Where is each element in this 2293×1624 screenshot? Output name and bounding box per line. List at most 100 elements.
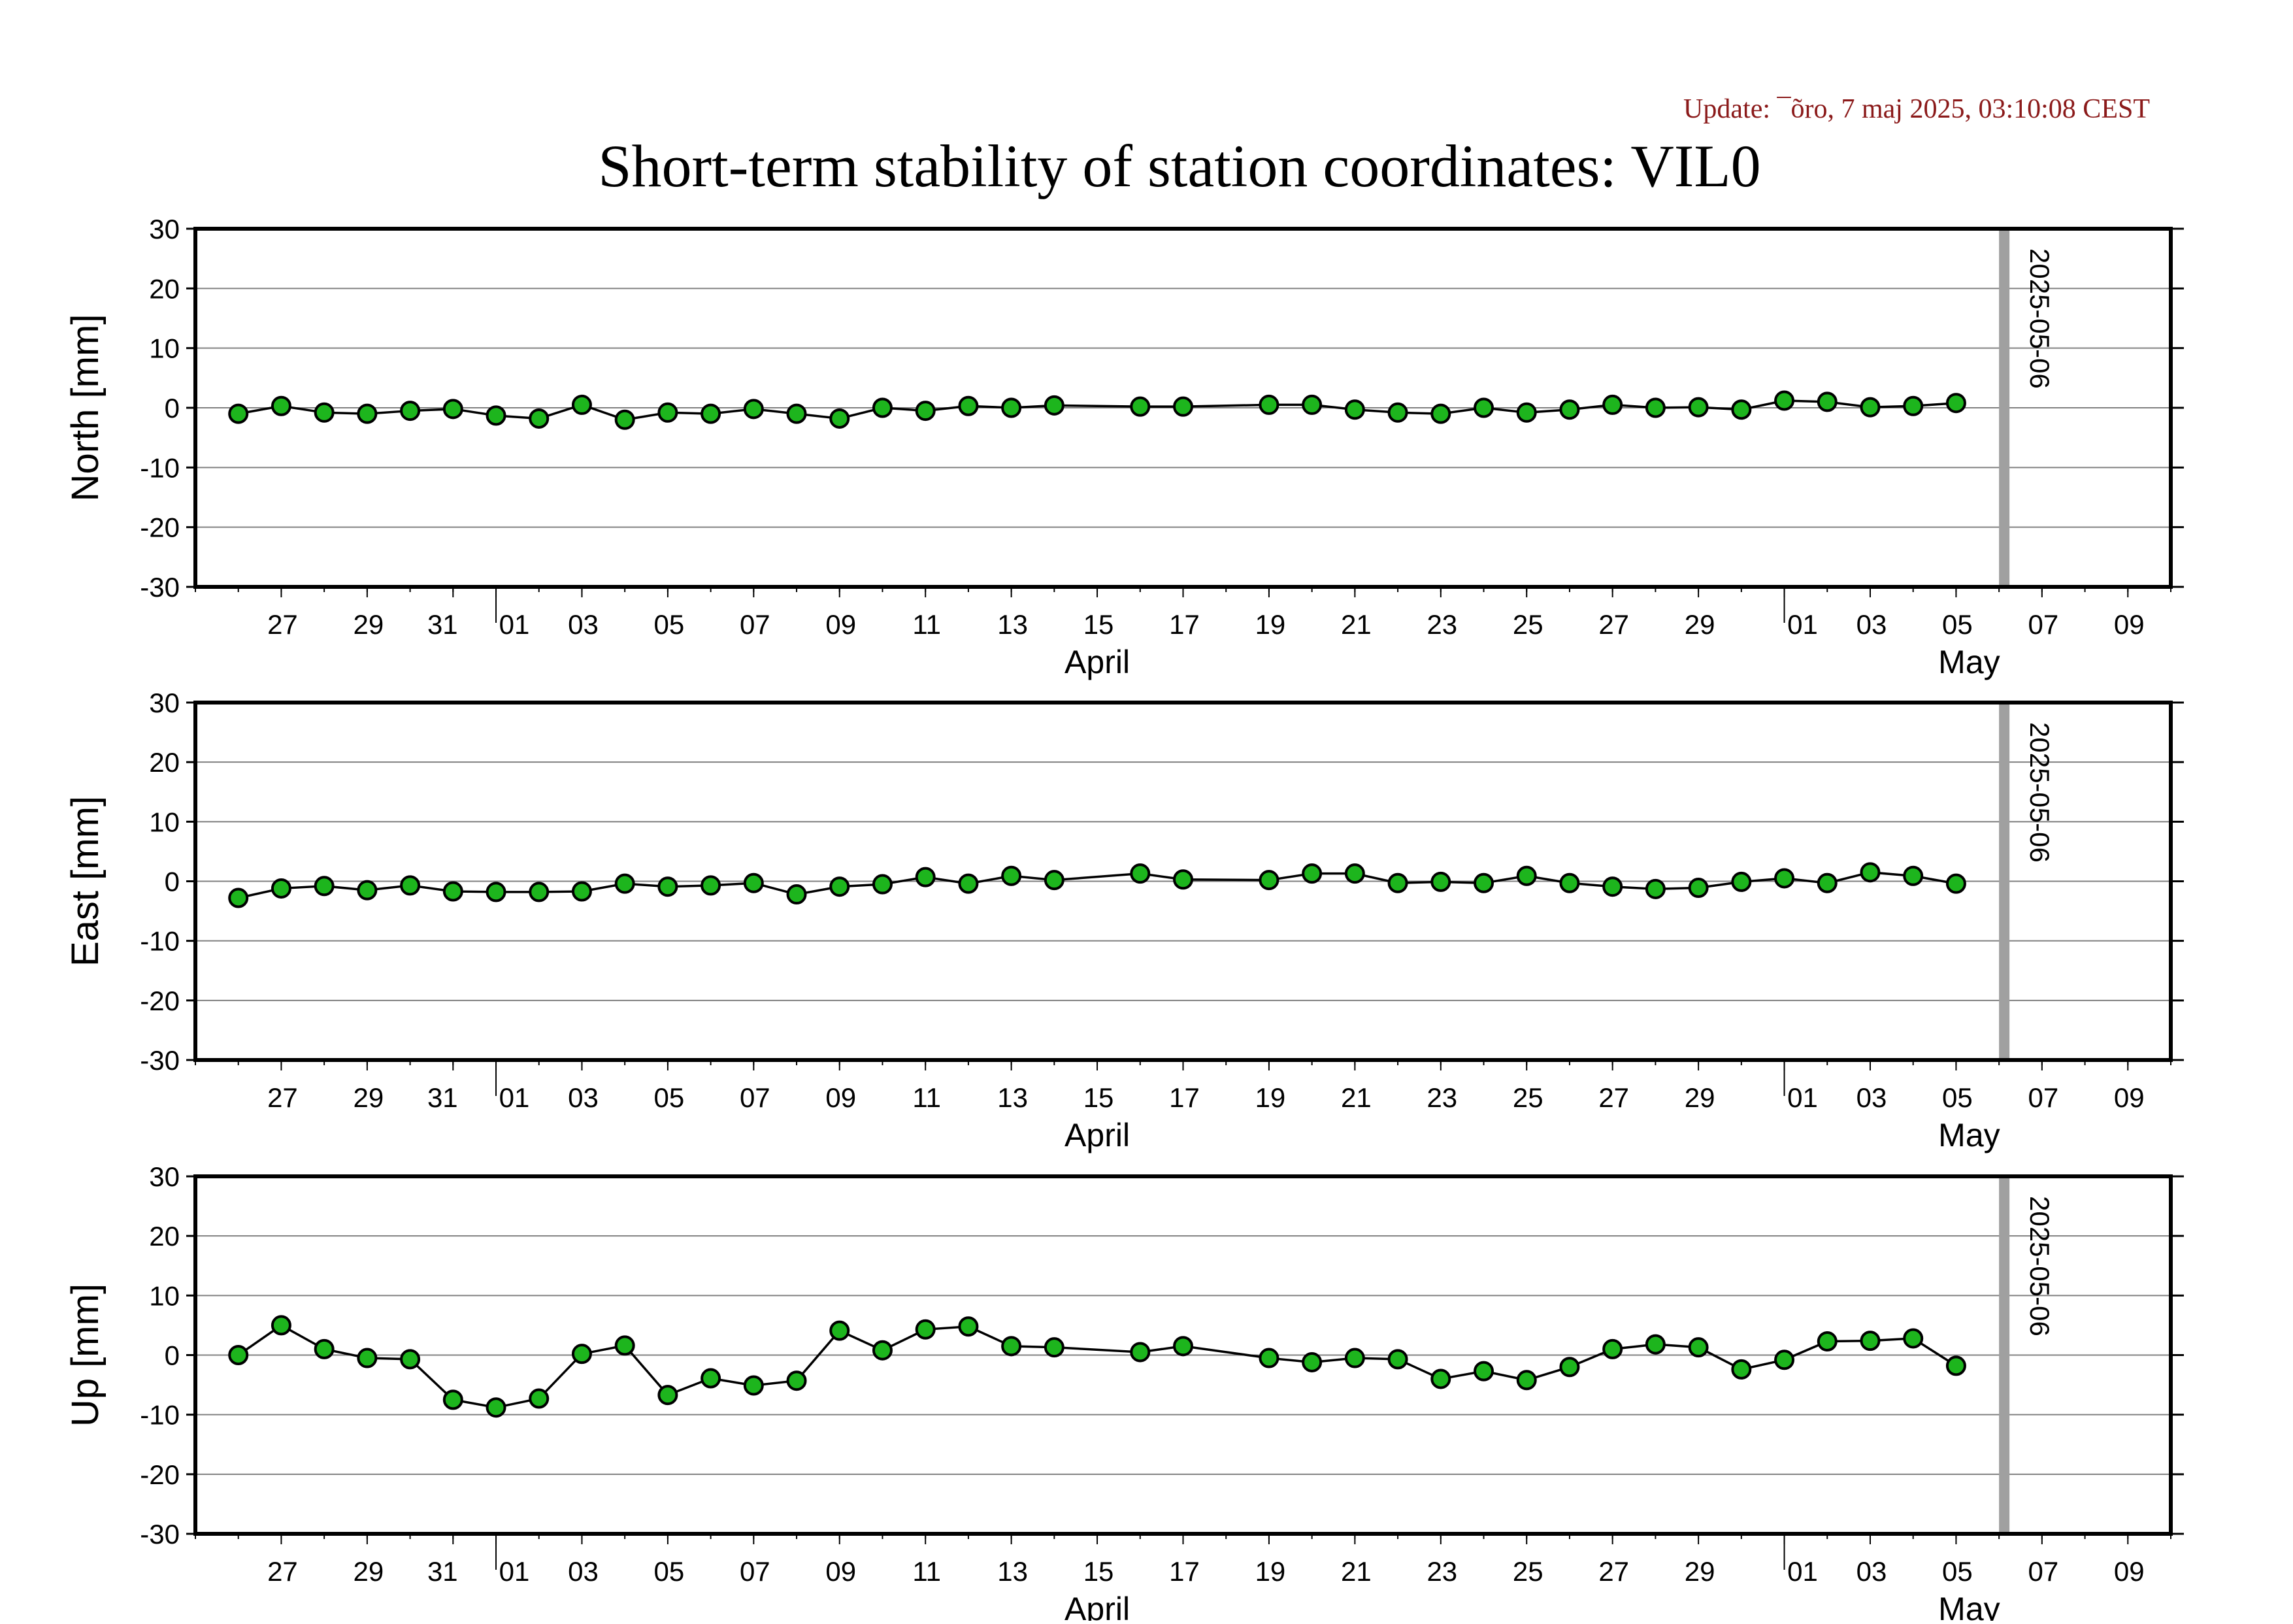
x-tick-label: 11 xyxy=(912,1556,941,1587)
plot-frame xyxy=(193,1174,2173,1536)
y-tick-label: -10 xyxy=(140,1400,180,1431)
y-tick-label: 30 xyxy=(149,688,180,718)
data-point xyxy=(1259,870,1279,891)
y-tick-label: 10 xyxy=(149,806,180,837)
x-tick-label: 09 xyxy=(2114,1082,2145,1113)
data-point xyxy=(486,1397,506,1418)
data-point xyxy=(1259,394,1279,415)
data-point xyxy=(1474,397,1494,418)
x-tick-label: 03 xyxy=(1856,1556,1887,1587)
x-tick-label: 29 xyxy=(1685,1556,1715,1587)
x-tick-label: 29 xyxy=(354,609,384,640)
data-point xyxy=(1344,399,1365,420)
panel-north: 2025-05-06 30 20 10 0 -10 -20 -30 North [mm] 27 29… xyxy=(64,214,2184,680)
data-point xyxy=(786,403,807,424)
x-tick-label: 07 xyxy=(2028,1082,2058,1113)
data-point xyxy=(1387,872,1408,893)
x-tick-label: 03 xyxy=(1856,1082,1887,1113)
data-point xyxy=(1903,395,1924,416)
x-tick-label: 31 xyxy=(427,609,458,640)
data-point xyxy=(529,408,550,429)
plot-frame xyxy=(193,701,2173,1062)
data-point xyxy=(529,882,550,903)
data-point xyxy=(1044,870,1064,891)
x-tick-label: 21 xyxy=(1341,1082,1372,1113)
data-point xyxy=(1130,863,1151,884)
data-point xyxy=(657,402,678,423)
x-tick-label: 11 xyxy=(912,609,941,640)
x-tick-label: 15 xyxy=(1083,1556,1114,1587)
data-point xyxy=(1001,865,1022,886)
data-point xyxy=(743,399,764,420)
x-tick-label: 19 xyxy=(1255,1082,1286,1113)
current-day-bar xyxy=(1999,1176,2010,1534)
x-tick-label: 07 xyxy=(2028,1556,2058,1587)
x-tick-label: 23 xyxy=(1427,609,1457,640)
x-tick-label: 03 xyxy=(1856,609,1887,640)
data-point xyxy=(1387,1349,1408,1370)
y-tick-label: -20 xyxy=(140,986,180,1016)
current-day-label: 2025-05-06 xyxy=(2024,1196,2055,1336)
data-point xyxy=(1044,395,1064,416)
data-point xyxy=(1516,402,1537,423)
data-point xyxy=(1516,865,1537,886)
data-point xyxy=(829,408,850,429)
y-tick-label: 20 xyxy=(149,273,180,304)
data-point xyxy=(872,397,893,418)
data-point xyxy=(915,1319,936,1340)
data-point xyxy=(872,1340,893,1361)
x-tick-label: 01 xyxy=(499,609,530,640)
data-point xyxy=(829,1320,850,1341)
data-point xyxy=(1774,1350,1795,1370)
x-tick-label: 09 xyxy=(2114,609,2145,640)
data-point xyxy=(571,881,592,902)
x-tick-label: 11 xyxy=(912,1082,941,1113)
data-point xyxy=(1130,396,1151,417)
data-point xyxy=(1001,397,1022,418)
data-point xyxy=(442,881,463,902)
data-point xyxy=(786,1370,807,1391)
x-tick-label: 23 xyxy=(1427,1556,1457,1587)
chart-title: Short-term stability of station coordina… xyxy=(598,133,1760,199)
data-point xyxy=(1430,403,1451,424)
x-month-label: May xyxy=(1938,644,2000,680)
data-point xyxy=(1688,1337,1709,1358)
x-tick-label: 29 xyxy=(1685,1082,1715,1113)
data-point xyxy=(1860,397,1881,418)
x-tick-label: 01 xyxy=(499,1556,530,1587)
data-point xyxy=(529,1388,550,1409)
data-point xyxy=(743,1375,764,1396)
x-tick-label: 01 xyxy=(1787,609,1818,640)
x-tick-label: 15 xyxy=(1083,1082,1114,1113)
data-point xyxy=(1945,873,1966,894)
y-tick-label: 30 xyxy=(149,1161,180,1192)
data-point xyxy=(1302,863,1323,884)
x-month-label: May xyxy=(1938,1591,2000,1621)
data-point xyxy=(1559,399,1580,420)
data-point xyxy=(571,394,592,415)
data-point xyxy=(314,402,335,423)
data-point xyxy=(1731,871,1752,892)
x-tick-label: 05 xyxy=(654,609,685,640)
data-point xyxy=(872,874,893,895)
data-point xyxy=(1344,863,1365,884)
x-tick-label: 13 xyxy=(997,1556,1028,1587)
y-tick-label: 0 xyxy=(165,393,180,423)
x-tick-label: 17 xyxy=(1169,1082,1200,1113)
data-point xyxy=(701,403,721,424)
y-tick-label: -10 xyxy=(140,452,180,483)
data-point xyxy=(1602,876,1623,897)
update-timestamp: Update: ¯õro, 7 maj 2025, 03:10:08 CEST xyxy=(1683,94,2150,124)
data-point xyxy=(1344,1348,1365,1368)
data-point xyxy=(701,1368,721,1389)
y-tick-label: 20 xyxy=(149,747,180,778)
data-point xyxy=(314,876,335,897)
current-day-bar xyxy=(1999,229,2010,587)
data-point xyxy=(1430,1368,1451,1389)
data-point xyxy=(614,873,635,894)
data-point xyxy=(1302,1351,1323,1372)
y-axis-label: Up [mm] xyxy=(64,1284,107,1427)
x-tick-label: 25 xyxy=(1513,1556,1543,1587)
x-tick-label: 07 xyxy=(2028,609,2058,640)
x-tick-label: 13 xyxy=(997,1082,1028,1113)
